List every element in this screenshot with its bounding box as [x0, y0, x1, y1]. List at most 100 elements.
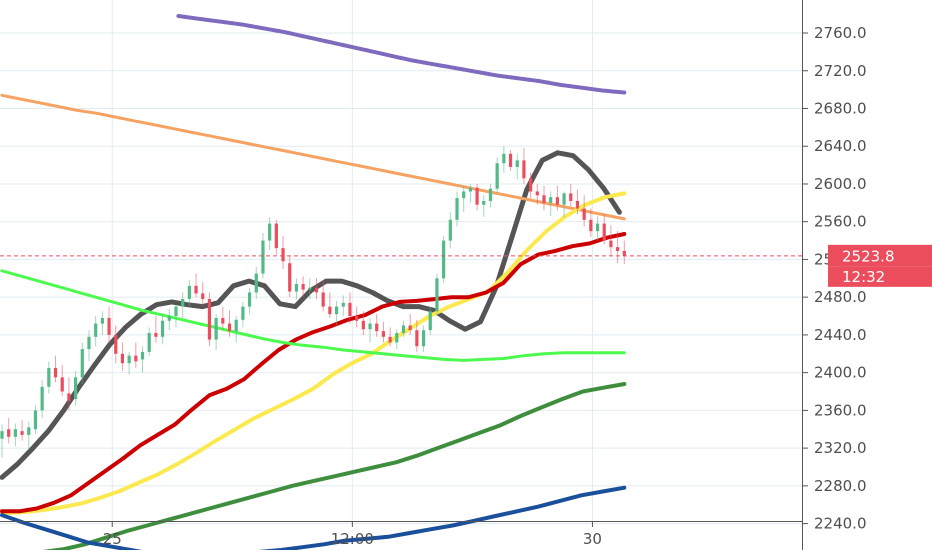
candle-body — [241, 306, 245, 320]
candle-body — [321, 292, 325, 307]
candle-body — [455, 198, 459, 220]
time-axis[interactable]: 25 12:00 30 — [0, 521, 802, 548]
series-line — [0, 150, 622, 480]
price-tick-label: 2440.0 — [814, 326, 867, 344]
candle-body — [234, 319, 238, 332]
price-tick-label: 2480.0 — [814, 288, 867, 306]
series-line — [176, 14, 627, 95]
candle-body — [448, 219, 452, 241]
candle-body — [294, 283, 299, 292]
price-tick-label: 2400.0 — [814, 364, 867, 382]
candle — [134, 342, 138, 368]
moving-average-lines — [0, 14, 627, 554]
price-tick-label: 2720.0 — [814, 62, 867, 80]
candle — [140, 346, 145, 373]
candle — [515, 153, 519, 180]
candle-body — [53, 367, 58, 378]
candle — [94, 316, 98, 347]
candle — [154, 316, 158, 343]
candle — [462, 185, 466, 213]
candle — [388, 327, 392, 347]
candle — [13, 423, 17, 447]
candle-body — [328, 306, 332, 315]
price-tick-label: 2360.0 — [814, 401, 867, 419]
candle — [442, 235, 446, 284]
candle — [435, 273, 439, 317]
last-price-badge — [828, 244, 932, 267]
candle-body — [187, 285, 191, 300]
price-tick-label: 2240.0 — [814, 515, 867, 533]
candle — [47, 361, 51, 394]
candle — [53, 355, 58, 383]
candle-body — [147, 333, 151, 352]
candle — [87, 330, 91, 362]
candle-body — [488, 188, 493, 201]
candle-body — [361, 320, 365, 330]
candle-body — [214, 317, 218, 340]
candle — [522, 148, 526, 184]
candle-body — [388, 336, 392, 343]
candle — [27, 421, 31, 450]
price-tick-label: 2760.0 — [814, 24, 867, 42]
candle — [281, 235, 285, 269]
candle-body — [207, 299, 212, 340]
candle-body — [515, 160, 519, 167]
candle-body — [221, 317, 225, 324]
candle — [508, 150, 513, 171]
candle-body — [13, 429, 17, 437]
candle — [468, 183, 472, 203]
candle-body — [462, 191, 466, 199]
price-tick-label: 2280.0 — [814, 477, 867, 495]
candle — [7, 417, 11, 444]
candle — [294, 278, 299, 300]
candle-body — [140, 351, 145, 360]
candle-body — [194, 285, 198, 294]
price-tick-label: 2640.0 — [814, 137, 867, 155]
candle-body — [288, 263, 292, 292]
candle — [241, 301, 245, 328]
candle-body — [120, 353, 125, 364]
candle — [194, 273, 198, 298]
candle-body — [94, 323, 98, 337]
price-axis[interactable]: 2760.02720.02680.02640.02600.02560.02520… — [802, 0, 932, 550]
candle-body — [314, 287, 319, 293]
candle-body — [261, 240, 265, 274]
candle — [455, 191, 459, 227]
candle-body — [375, 323, 379, 332]
candle-body — [435, 278, 439, 312]
candle-body — [254, 273, 258, 293]
candle-body — [622, 250, 626, 256]
candle — [401, 320, 406, 337]
candle — [529, 172, 533, 199]
candle-body — [549, 197, 553, 203]
candle — [0, 424, 4, 458]
candle-body — [20, 431, 24, 435]
candle-body — [428, 311, 432, 331]
candle-body — [74, 377, 78, 400]
candle-body — [542, 195, 546, 203]
candle — [609, 225, 613, 256]
candle-body — [368, 323, 372, 330]
candle — [589, 208, 593, 237]
candle-body — [475, 187, 479, 205]
candle-body — [268, 223, 272, 241]
candle — [33, 405, 38, 434]
candle — [562, 191, 566, 217]
candle — [321, 280, 325, 312]
candle — [475, 183, 479, 211]
candle — [221, 306, 225, 331]
candle — [160, 314, 165, 345]
candle-body — [535, 191, 539, 196]
candle — [227, 310, 232, 337]
candle — [428, 306, 432, 335]
candle-body — [408, 325, 412, 331]
candle-body — [134, 355, 138, 362]
candle — [535, 183, 539, 205]
price-tick-label: 2600.0 — [814, 175, 867, 193]
candle — [100, 311, 104, 335]
candle-body — [281, 248, 285, 262]
candle-body — [508, 153, 513, 167]
candle — [174, 304, 178, 328]
